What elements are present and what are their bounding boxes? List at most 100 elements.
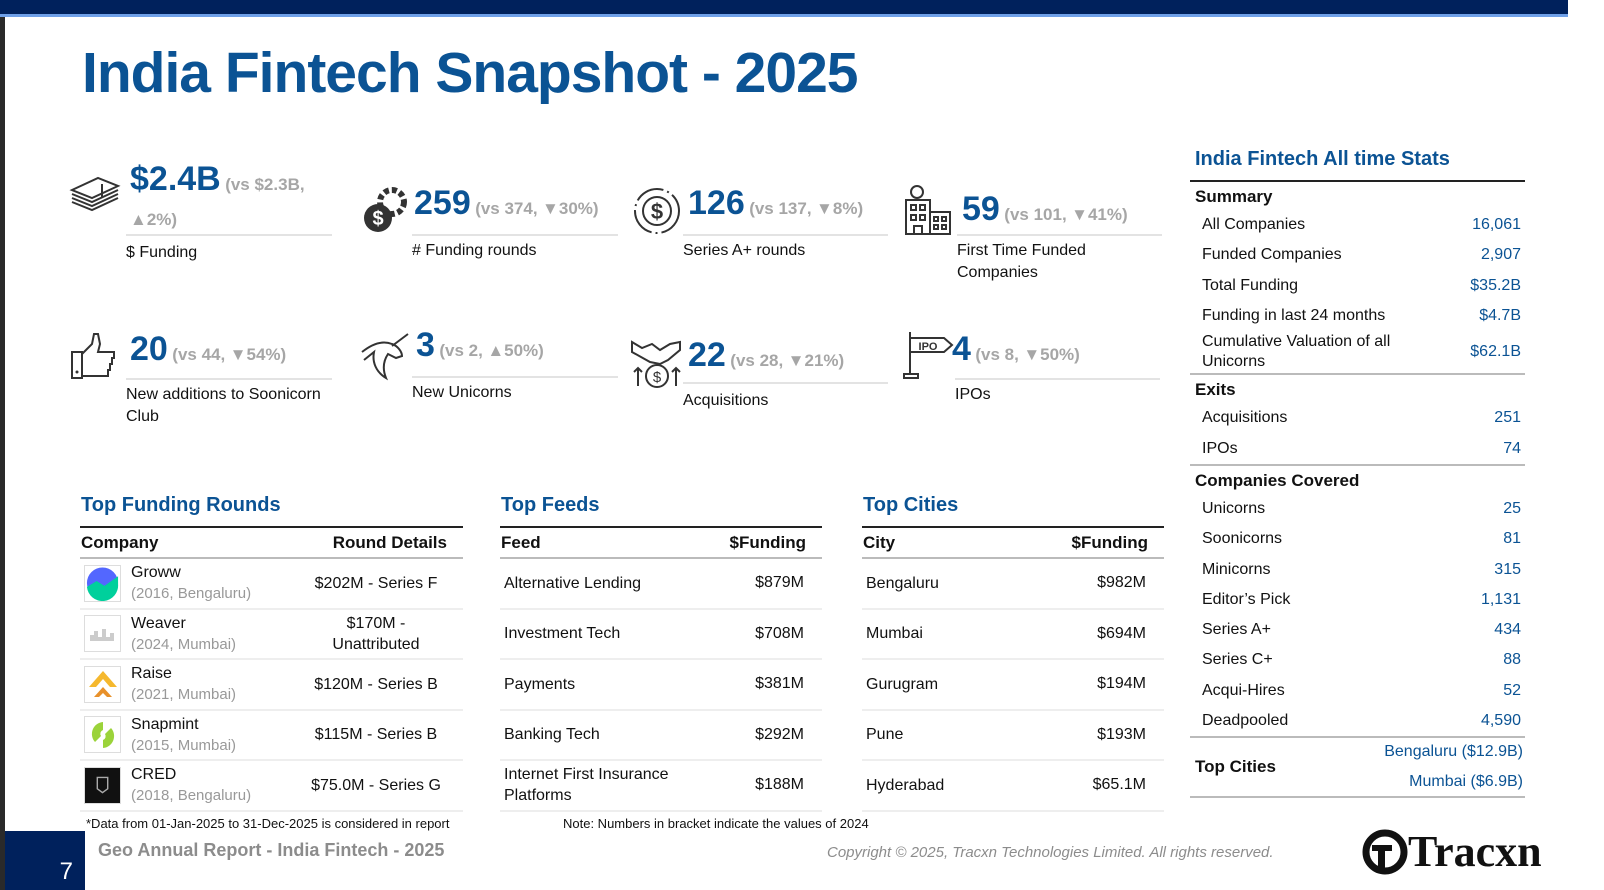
stat-label: Acqui-Hires	[1202, 681, 1285, 699]
svg-text:$: $	[651, 199, 663, 224]
table-row[interactable]: Internet First Insurance Platforms $188M	[500, 761, 822, 812]
round-details: $115M - Series B	[314, 726, 438, 744]
stat-row: IPOs 74	[1190, 433, 1525, 463]
row-value: $879M	[755, 574, 804, 592]
metric-value: 126	[688, 184, 745, 222]
metric-comparison: (vs 101,	[1004, 205, 1067, 224]
raise-logo	[84, 665, 121, 703]
stat-row: Deadpooled 4,590	[1190, 706, 1525, 736]
row-value: $188M	[755, 776, 804, 794]
stat-value: 4,590	[1480, 712, 1521, 729]
snapmint-logo	[84, 716, 121, 754]
company-name[interactable]: Raise	[131, 665, 172, 683]
metric-change: 54%	[246, 345, 281, 364]
company-name[interactable]: Snapmint	[131, 715, 199, 733]
stat-row: Funded Companies 2,907	[1190, 240, 1525, 270]
svg-text:$: $	[372, 208, 383, 230]
stat-value: 88	[1503, 651, 1521, 669]
metric-card: 20 (vs 44, ▼54%) New additions to Soonic…	[68, 330, 358, 440]
column-header: $Funding	[729, 532, 806, 552]
arrow-up-icon: ▲	[130, 210, 147, 229]
row-label: Investment Tech	[504, 625, 621, 643]
metric-value-group: 4 (vs 8, ▼50%)	[952, 330, 1080, 369]
table-row[interactable]: Weaver (2024, Mumbai) $170M - Unattribut…	[80, 610, 463, 660]
company-meta: (2015, Mumbai)	[131, 736, 237, 754]
metric-close-paren: )	[1121, 205, 1128, 224]
round-details: $120M - Series B	[314, 675, 438, 693]
arrow-up-icon: ▲	[487, 341, 505, 360]
metric-value-group: $2.4B (vs $2.3B, ▲2%)	[130, 162, 330, 238]
row-label: Banking Tech	[504, 726, 600, 744]
metric-card: 3 (vs 2, ▲50%) New Unicorns	[358, 326, 648, 440]
row-label: Payments	[504, 675, 576, 693]
building-dollar-icon	[902, 184, 956, 238]
metric-value: 4	[952, 330, 971, 368]
arrow-down-icon: ▼	[816, 199, 833, 218]
row-label: Hyderabad	[866, 776, 945, 794]
stat-label: IPOs	[1202, 439, 1238, 457]
metric-value-group: 59 (vs 101, ▼41%)	[962, 190, 1128, 229]
row-label: Alternative Lending	[504, 574, 641, 592]
stat-row: Funding in last 24 months $4.7B	[1190, 301, 1525, 331]
table-row[interactable]: Snapmint (2015, Mumbai) $115M - Series B	[80, 711, 463, 761]
column-header: Feed	[501, 532, 541, 552]
table-row[interactable]: Mumbai $694M	[862, 610, 1164, 660]
stat-label: Cumulative Valuation of all Unicorns	[1202, 333, 1391, 371]
metric-value-group: 126 (vs 137, ▼8%)	[688, 184, 863, 223]
table-row[interactable]: Pune $193M	[862, 711, 1164, 761]
thumbs-up-icon	[68, 330, 122, 384]
metric-card: $2.4B (vs $2.3B, ▲2%) $ Funding	[68, 160, 358, 270]
metric-value-group: 20 (vs 44, ▼54%)	[130, 330, 286, 369]
copyright: Copyright © 2025, Tracxn Technologies Li…	[827, 844, 1274, 861]
metric-value: 59	[962, 190, 1000, 228]
table-row[interactable]: Payments $381M	[500, 660, 822, 711]
stat-value: 251	[1494, 409, 1521, 427]
stat-row: Editor’s Pick 1,131	[1190, 585, 1525, 615]
company-name[interactable]: CRED	[131, 766, 177, 784]
metric-change: 50%	[504, 341, 539, 360]
top-cities-table: Top Cities City $Funding Bengaluru $982M…	[862, 494, 1164, 812]
metric-change: 50%	[1040, 345, 1075, 364]
metric-label: $ Funding	[126, 244, 198, 261]
arrow-down-icon: ▼	[542, 199, 559, 218]
bracket-note: Note: Numbers in bracket indicate the va…	[563, 816, 869, 831]
table-row[interactable]: Investment Tech $708M	[500, 610, 822, 660]
row-value: $194M	[1097, 675, 1146, 693]
metric-change: 21%	[804, 351, 839, 370]
stat-value: 81	[1503, 530, 1521, 548]
company-name[interactable]: Weaver	[131, 614, 186, 632]
metric-value: 3	[416, 326, 435, 364]
table-row[interactable]: Gurugram $194M	[862, 660, 1164, 711]
table-row[interactable]: Groww (2016, Bengaluru) $202M - Series F	[80, 559, 463, 610]
metric-label: Series A+ rounds	[683, 242, 806, 259]
table-title: Top Cities	[863, 494, 959, 516]
table-row[interactable]: Alternative Lending $879M	[500, 559, 822, 610]
column-header: $Funding	[1071, 532, 1148, 552]
cred-logo	[84, 766, 121, 804]
window-edge	[0, 0, 5, 890]
metric-close-paren: )	[538, 341, 544, 360]
stat-value: $62.1B	[1470, 343, 1521, 361]
table-row[interactable]: Banking Tech $292M	[500, 711, 822, 761]
metric-card: $ 259 (vs 374, ▼30%) # Funding rounds	[358, 184, 648, 294]
top-city-entry: Mumbai ($6.9B)	[1409, 773, 1523, 791]
table-row[interactable]: Raise (2021, Mumbai) $120M - Series B	[80, 660, 463, 711]
stat-value: 1,131	[1480, 590, 1521, 608]
metric-label: First Time Funded Companies	[957, 242, 1086, 281]
arrow-down-icon: ▼	[787, 351, 805, 370]
dollar-gear-icon: $	[358, 184, 412, 238]
row-label: Bengaluru	[866, 574, 939, 592]
stat-value: 434	[1494, 621, 1521, 639]
column-header: Round Details	[332, 532, 447, 552]
stat-label: All Companies	[1202, 216, 1306, 234]
table-row[interactable]: CRED (2018, Bengaluru) $75.0M - Series G	[80, 761, 463, 812]
metric-card: $ 22 (vs 28, ▼21%) Acquisitions	[630, 336, 920, 446]
metric-comparison: (vs 8,	[975, 345, 1019, 364]
metric-comparison: (vs 44,	[172, 345, 226, 364]
metric-close-paren: )	[857, 199, 864, 218]
dollar-cycle-icon: $	[630, 184, 684, 238]
company-name[interactable]: Groww	[131, 564, 181, 582]
table-row[interactable]: Bengaluru $982M	[862, 559, 1164, 610]
table-row[interactable]: Hyderabad $65.1M	[862, 761, 1164, 812]
stat-label: Minicorns	[1202, 560, 1271, 578]
